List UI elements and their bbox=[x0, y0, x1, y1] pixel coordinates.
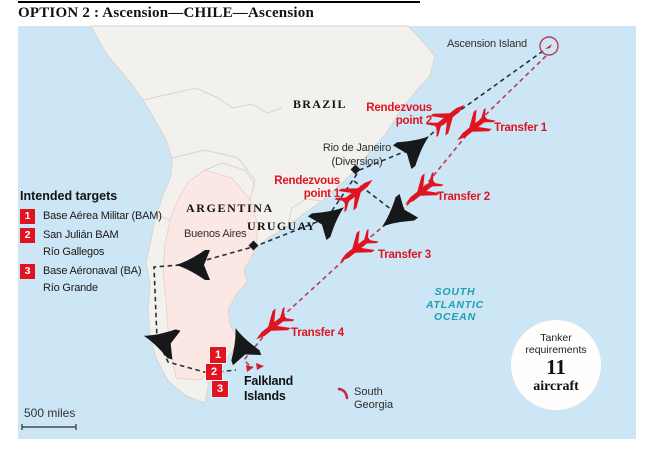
ascension-marker-icon bbox=[539, 36, 559, 56]
legend-item-3: 3 Base Aéronaval (BA) Río Grande bbox=[20, 263, 220, 297]
transfer-3-label: Transfer 3 bbox=[378, 249, 431, 261]
country-borders bbox=[142, 87, 323, 227]
page-title: OPTION 2 : Ascension—CHILE—Ascension bbox=[18, 5, 314, 21]
ascension-island-label: Ascension Island bbox=[447, 38, 527, 50]
transfer-2-label: Transfer 2 bbox=[437, 191, 490, 203]
tanker-count: 11 bbox=[546, 355, 566, 379]
tanker-requirements-badge: Tanker requirements 11 aircraft bbox=[511, 320, 601, 410]
rendezvous-point-1-label: Rendezvous point 1 bbox=[274, 175, 340, 200]
buenos-aires-label: Buenos Aires bbox=[184, 228, 247, 240]
rendezvous-point-2-label: Rendezvous point 2 bbox=[366, 102, 432, 127]
intended-targets-legend: Intended targets 1 Base Aérea Militar (B… bbox=[20, 189, 220, 299]
south-atlantic-ocean-label: SOUTH ATLANTIC OCEAN bbox=[425, 286, 485, 323]
south-georgia-icon bbox=[337, 387, 349, 400]
rio-diamond-marker bbox=[350, 164, 361, 175]
south-georgia-label: South Georgia bbox=[354, 386, 394, 411]
target-1-badge: 1 bbox=[20, 209, 35, 224]
map-target-marker-2: 2 bbox=[206, 364, 222, 380]
transfer-1-label: Transfer 1 bbox=[494, 122, 547, 134]
legend-item-2: 2 San Julián BAM Río Gallegos bbox=[20, 227, 220, 261]
falkland-islands-icon bbox=[246, 363, 264, 372]
rio-label: Rio de Janeiro (Diversion) bbox=[322, 142, 392, 168]
legend-title: Intended targets bbox=[20, 189, 118, 203]
target-2-badge: 2 bbox=[20, 228, 35, 243]
scale-bar bbox=[21, 424, 77, 430]
country-label-uruguay: URUGUAY bbox=[247, 219, 317, 233]
target-3-badge: 3 bbox=[20, 264, 35, 279]
country-label-brazil: BRAZIL bbox=[293, 97, 347, 111]
transfer-4-label: Transfer 4 bbox=[291, 327, 344, 339]
scale-label: 500 miles bbox=[24, 406, 76, 420]
legend-item-1: 1 Base Aérea Militar (BAM) bbox=[20, 208, 220, 225]
buenos-aires-diamond-marker bbox=[248, 240, 259, 251]
title-rule bbox=[18, 1, 420, 3]
country-label-argentina: ARGENTINA bbox=[186, 201, 274, 215]
map-target-marker-1: 1 bbox=[210, 347, 226, 363]
falkland-islands-label: Falkland Islands bbox=[244, 374, 294, 403]
map-target-marker-3: 3 bbox=[212, 381, 228, 397]
